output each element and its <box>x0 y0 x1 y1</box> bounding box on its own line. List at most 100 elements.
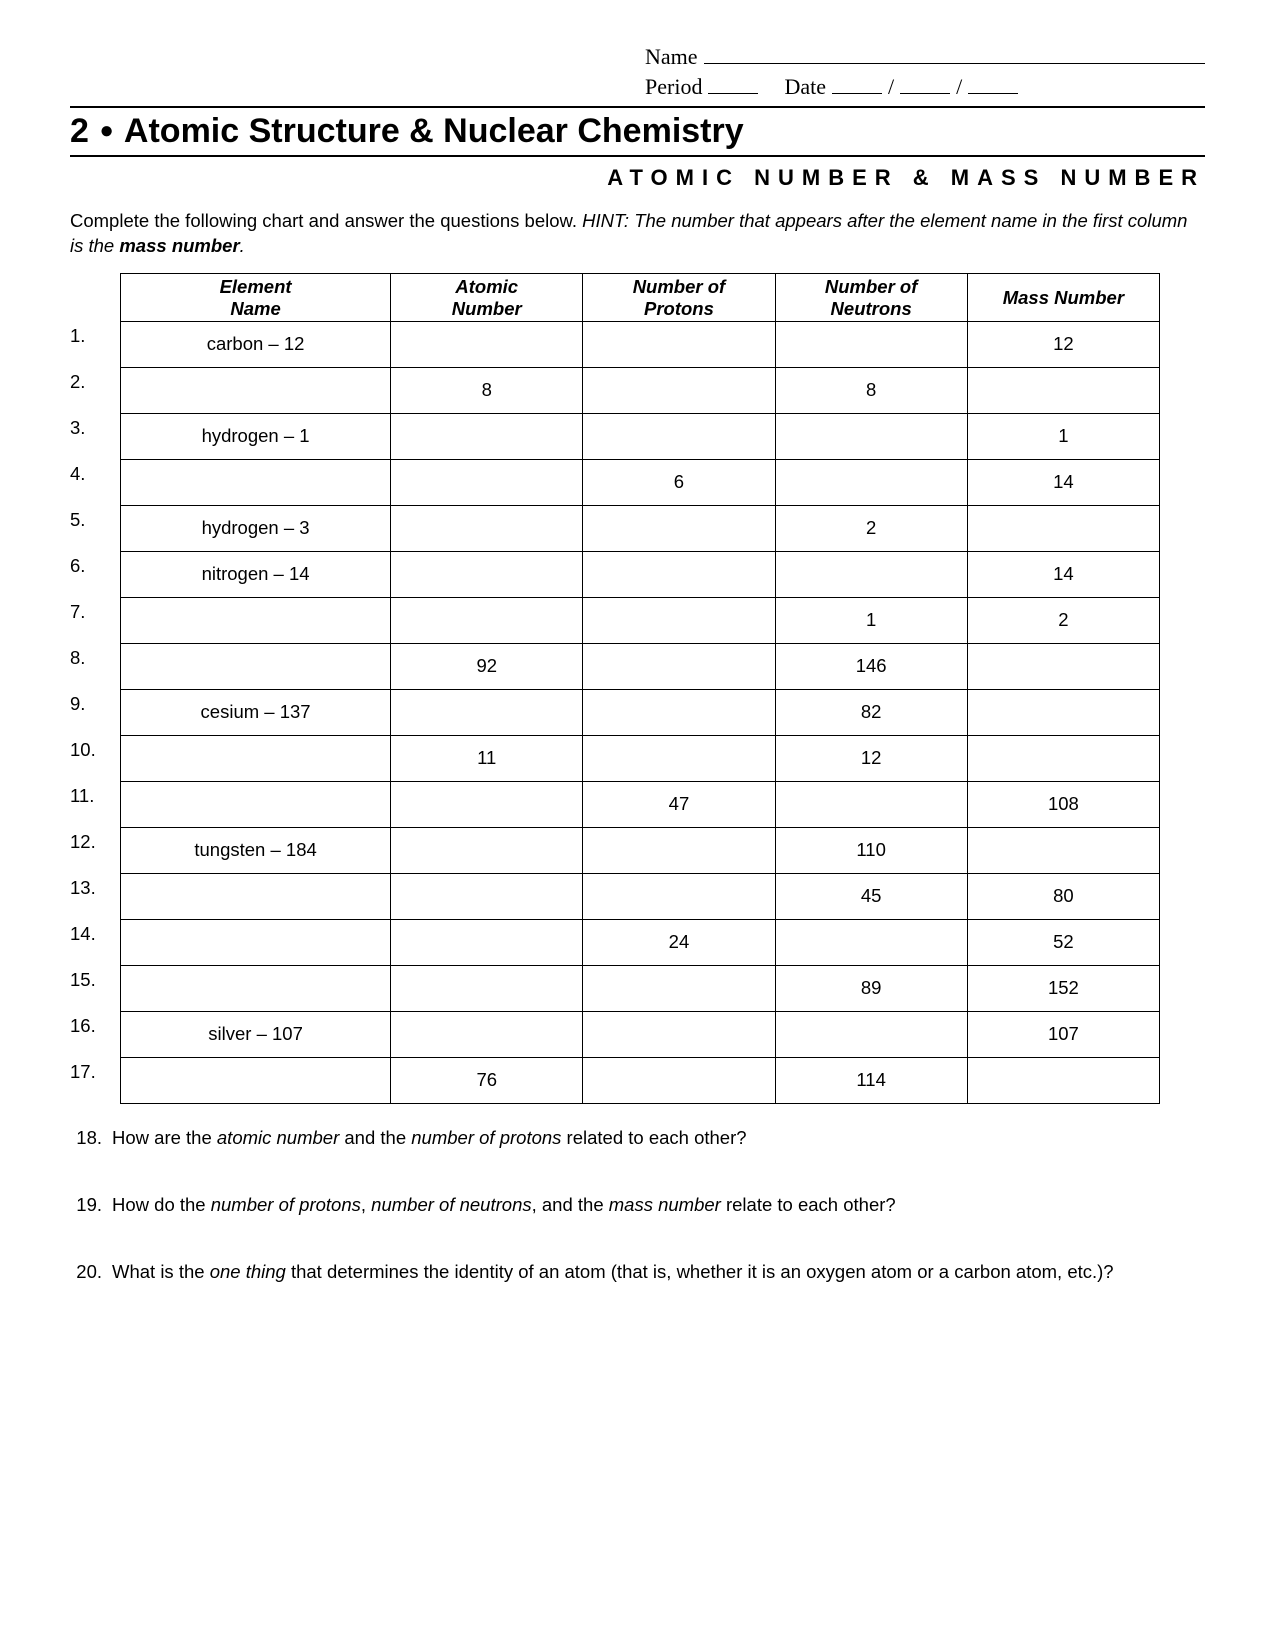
cell-atomic[interactable] <box>391 413 583 459</box>
date-blank-1[interactable] <box>832 70 882 94</box>
table-row: hydrogen – 32 <box>121 505 1160 551</box>
cell-atomic[interactable] <box>391 459 583 505</box>
row-number: 8. <box>70 641 120 687</box>
row-number: 5. <box>70 503 120 549</box>
student-info-block: Name Period Date / / <box>70 40 1205 100</box>
cell-element[interactable] <box>121 597 391 643</box>
table-row: tungsten – 184110 <box>121 827 1160 873</box>
bullet-icon: ● <box>99 117 114 145</box>
period-label: Period <box>645 74 702 100</box>
cell-atomic[interactable] <box>391 551 583 597</box>
cell-element[interactable] <box>121 781 391 827</box>
cell-protons[interactable] <box>583 643 775 689</box>
cell-protons[interactable] <box>583 413 775 459</box>
cell-neutrons[interactable] <box>775 781 967 827</box>
cell-protons: 47 <box>583 781 775 827</box>
cell-mass[interactable] <box>967 367 1159 413</box>
question-text: How do the number of protons, number of … <box>112 1193 1205 1218</box>
cell-neutrons[interactable] <box>775 459 967 505</box>
table-row: 4580 <box>121 873 1160 919</box>
question: 20.What is the one thing that determines… <box>70 1260 1205 1285</box>
cell-atomic[interactable] <box>391 919 583 965</box>
question-number: 19. <box>70 1193 102 1218</box>
cell-element[interactable] <box>121 1057 391 1103</box>
cell-protons[interactable] <box>583 551 775 597</box>
cell-mass[interactable] <box>967 689 1159 735</box>
cell-atomic[interactable] <box>391 321 583 367</box>
row-number: 17. <box>70 1055 120 1101</box>
cell-mass[interactable] <box>967 505 1159 551</box>
cell-protons[interactable] <box>583 505 775 551</box>
row-number: 14. <box>70 917 120 963</box>
row-number: 4. <box>70 457 120 503</box>
cell-atomic[interactable] <box>391 965 583 1011</box>
cell-element[interactable] <box>121 459 391 505</box>
cell-protons[interactable] <box>583 1011 775 1057</box>
cell-element[interactable] <box>121 643 391 689</box>
cell-protons[interactable] <box>583 827 775 873</box>
cell-protons[interactable] <box>583 965 775 1011</box>
cell-protons[interactable] <box>583 321 775 367</box>
cell-neutrons: 146 <box>775 643 967 689</box>
row-number-column: 1.2.3.4.5.6.7.8.9.10.11.12.13.14.15.16.1… <box>70 273 120 1104</box>
cell-element[interactable] <box>121 919 391 965</box>
cell-neutrons: 8 <box>775 367 967 413</box>
cell-atomic[interactable] <box>391 597 583 643</box>
cell-protons[interactable] <box>583 597 775 643</box>
cell-protons[interactable] <box>583 367 775 413</box>
cell-neutrons[interactable] <box>775 321 967 367</box>
cell-atomic[interactable] <box>391 827 583 873</box>
cell-neutrons[interactable] <box>775 551 967 597</box>
cell-element: hydrogen – 1 <box>121 413 391 459</box>
cell-element[interactable] <box>121 965 391 1011</box>
date-blank-3[interactable] <box>968 70 1018 94</box>
date-blank-2[interactable] <box>900 70 950 94</box>
cell-mass: 12 <box>967 321 1159 367</box>
cell-mass[interactable] <box>967 827 1159 873</box>
questions-block: 18.How are the atomic number and the num… <box>70 1126 1205 1285</box>
hint-bold: mass number <box>119 235 239 256</box>
worksheet-page: Name Period Date / / 2 ● Atomic Structur… <box>0 0 1275 1367</box>
table-row: hydrogen – 11 <box>121 413 1160 459</box>
cell-element[interactable] <box>121 367 391 413</box>
cell-atomic: 8 <box>391 367 583 413</box>
cell-atomic[interactable] <box>391 873 583 919</box>
worksheet-subtitle: ATOMIC NUMBER & MASS NUMBER <box>70 159 1205 209</box>
chapter-number: 2 <box>70 112 89 151</box>
cell-protons[interactable] <box>583 1057 775 1103</box>
question: 19. How do the number of protons, number … <box>70 1193 1205 1218</box>
row-number: 13. <box>70 871 120 917</box>
cell-element[interactable] <box>121 873 391 919</box>
cell-mass[interactable] <box>967 735 1159 781</box>
cell-element: nitrogen – 14 <box>121 551 391 597</box>
cell-mass: 152 <box>967 965 1159 1011</box>
table-row: silver – 107107 <box>121 1011 1160 1057</box>
cell-neutrons: 114 <box>775 1057 967 1103</box>
cell-protons[interactable] <box>583 735 775 781</box>
cell-atomic[interactable] <box>391 505 583 551</box>
cell-mass: 52 <box>967 919 1159 965</box>
element-chart: ElementName AtomicNumber Number ofProton… <box>120 273 1160 1104</box>
cell-protons[interactable] <box>583 873 775 919</box>
cell-element: cesium – 137 <box>121 689 391 735</box>
cell-neutrons: 45 <box>775 873 967 919</box>
table-row: cesium – 13782 <box>121 689 1160 735</box>
cell-neutrons[interactable] <box>775 919 967 965</box>
name-blank[interactable] <box>704 40 1205 64</box>
cell-element[interactable] <box>121 735 391 781</box>
cell-protons: 6 <box>583 459 775 505</box>
cell-mass: 107 <box>967 1011 1159 1057</box>
cell-protons[interactable] <box>583 689 775 735</box>
cell-mass[interactable] <box>967 643 1159 689</box>
cell-atomic[interactable] <box>391 689 583 735</box>
cell-mass: 2 <box>967 597 1159 643</box>
col-element: ElementName <box>121 274 391 322</box>
period-blank[interactable] <box>708 70 758 94</box>
col-mass: Mass Number <box>967 274 1159 322</box>
cell-neutrons[interactable] <box>775 413 967 459</box>
cell-neutrons[interactable] <box>775 1011 967 1057</box>
cell-mass[interactable] <box>967 1057 1159 1103</box>
cell-atomic[interactable] <box>391 1011 583 1057</box>
cell-atomic[interactable] <box>391 781 583 827</box>
instructions-lead: Complete the following chart and answer … <box>70 210 582 231</box>
